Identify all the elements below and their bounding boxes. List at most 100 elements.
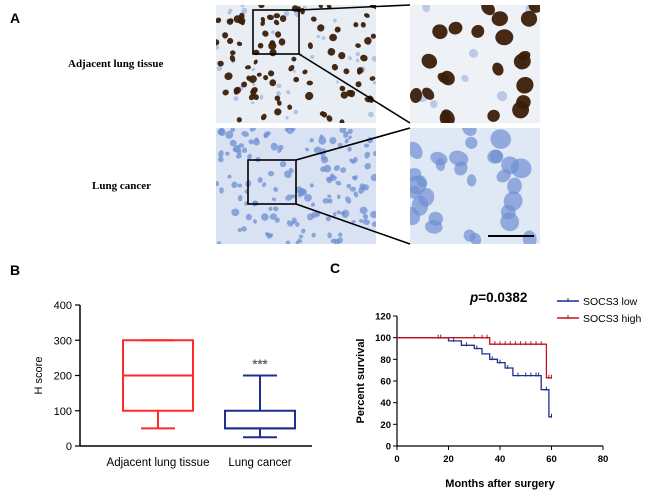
cell-nucleus [219, 187, 224, 194]
cell-nucleus [320, 166, 327, 173]
cell-nucleus [358, 218, 364, 223]
cell-nucleus [274, 108, 282, 116]
boxplot-y-tick-label: 100 [54, 406, 72, 418]
km-y-tick-label: 80 [380, 355, 391, 366]
cell-nucleus [222, 32, 229, 39]
cell-nucleus [339, 85, 346, 92]
panel-c-label: C [330, 260, 341, 276]
cell-nucleus [305, 91, 314, 101]
cell-nucleus [251, 87, 258, 94]
cell-nucleus [295, 186, 303, 194]
cell-nucleus [229, 54, 236, 63]
cell-nucleus [227, 37, 234, 45]
km-y-tick-label: 0 [386, 442, 391, 453]
cell-nucleus [269, 213, 277, 220]
cell-nucleus [228, 18, 234, 24]
cell-nucleus [278, 38, 286, 46]
cell-nucleus [469, 232, 482, 244]
cell-nucleus [306, 80, 313, 86]
cell-nucleus [355, 51, 360, 57]
cell-nucleus [501, 156, 520, 175]
cell-nucleus [277, 144, 284, 150]
micrograph-adjacent-zoom [410, 5, 540, 123]
cell-nucleus [230, 128, 236, 133]
cell-nucleus [294, 221, 300, 227]
cell-nucleus [253, 138, 260, 146]
km-series: SOCS3 high [397, 313, 642, 379]
cell-nucleus [260, 113, 267, 121]
boxplot-category-label: Lung cancer [228, 457, 291, 469]
cell-nucleus [293, 109, 299, 115]
micrograph-adjacent-overview [216, 5, 376, 123]
km-legend-label: SOCS3 high [583, 313, 642, 325]
cell-nucleus [320, 155, 327, 161]
cell-nucleus [364, 37, 372, 45]
cell-nucleus [462, 128, 477, 137]
cell-nucleus [288, 167, 294, 173]
cell-nucleus [432, 24, 448, 40]
boxplot-y-axis-label: H score [33, 357, 45, 395]
cell-nucleus [336, 210, 342, 215]
cell-nucleus [329, 175, 337, 181]
cell-nucleus [370, 33, 376, 39]
cell-nucleus [481, 5, 495, 16]
cell-nucleus [333, 164, 341, 172]
cell-nucleus [491, 11, 508, 27]
p-value-annotation: p=0.0382 [469, 290, 527, 305]
cell-nucleus [268, 41, 277, 50]
km-survival-line [397, 337, 552, 418]
cell-nucleus [522, 230, 537, 244]
cell-nucleus [247, 153, 252, 160]
cell-nucleus [268, 70, 275, 77]
cell-nucleus [512, 101, 530, 119]
cell-nucleus [245, 65, 251, 70]
cell-nucleus [222, 89, 229, 96]
cell-nucleus [360, 54, 368, 62]
cell-nucleus [217, 156, 224, 163]
cell-nucleus [528, 5, 540, 13]
cell-nucleus [274, 217, 280, 223]
cell-nucleus [241, 131, 249, 137]
cell-nucleus [351, 175, 358, 181]
cell-nucleus [267, 170, 275, 177]
km-survival-plot: 0 20 40 60 80 100 120 0 20 40 60 80 Months after sur… [355, 290, 642, 490]
cell-nucleus [291, 217, 297, 224]
km-y-tick-label: 40 [380, 398, 391, 409]
cell-nucleus [231, 181, 238, 189]
cell-nucleus [297, 193, 302, 198]
cell-nucleus [251, 67, 256, 72]
cell-nucleus [339, 119, 345, 123]
cell-nucleus [335, 180, 342, 186]
cell-nucleus [500, 212, 520, 232]
cell-nucleus [350, 159, 356, 164]
cell-nucleus [309, 183, 314, 188]
cell-nucleus [430, 151, 448, 166]
cell-nucleus [466, 174, 477, 187]
cell-nucleus [273, 186, 278, 192]
cell-nucleus [410, 175, 427, 195]
km-x-tick-label: 80 [598, 454, 609, 465]
km-x-tick-label: 0 [394, 454, 399, 465]
cell-nucleus [327, 48, 336, 56]
cell-nucleus [285, 116, 289, 120]
cell-nucleus [372, 150, 376, 157]
cell-nucleus [318, 136, 327, 145]
boxplot-box [224, 374, 296, 439]
cell-nucleus [339, 128, 347, 134]
cell-nucleus [251, 82, 256, 86]
cell-nucleus [305, 147, 310, 152]
cell-nucleus [246, 75, 251, 81]
p-value-number: =0.0382 [478, 290, 527, 305]
cell-nucleus [347, 146, 352, 152]
km-y-tick-label: 60 [380, 377, 391, 388]
boxplot-box [122, 339, 194, 430]
cell-nucleus [216, 17, 222, 24]
cell-nucleus [241, 226, 247, 232]
cell-nucleus [355, 58, 360, 63]
cell-nucleus [364, 143, 370, 148]
cell-nucleus [516, 76, 534, 94]
boxplot-y-tick-label: 300 [54, 335, 72, 347]
cell-nucleus [216, 181, 220, 187]
micrograph-cancer-zoom [410, 128, 540, 244]
cell-nucleus [359, 183, 366, 191]
